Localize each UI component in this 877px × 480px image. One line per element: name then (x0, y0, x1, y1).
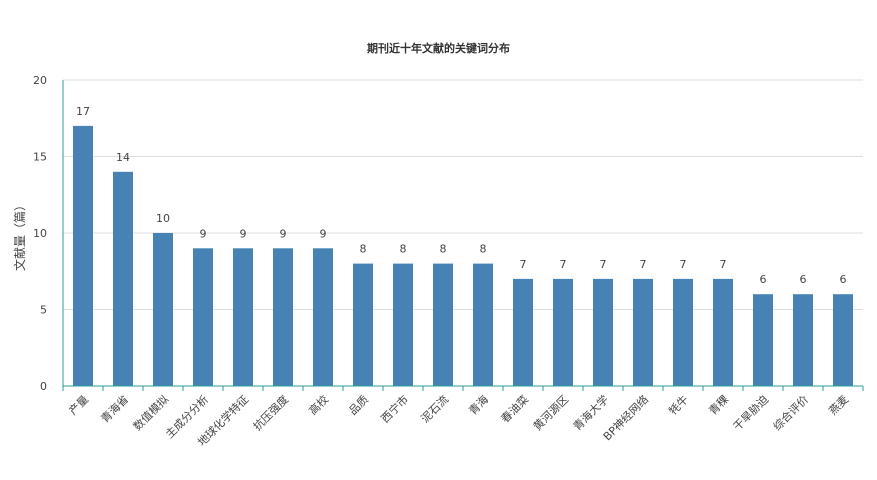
y-tick-label: 5 (40, 304, 47, 317)
data-label: 7 (560, 258, 567, 271)
y-tick-label: 15 (33, 151, 47, 164)
x-tick-label: 泥石流 (418, 392, 451, 425)
x-tick-label: 抗压强度 (250, 392, 291, 433)
data-label: 6 (800, 273, 807, 286)
grid-lines (63, 79, 863, 310)
x-tick-label: 青海大学 (570, 392, 611, 433)
bar (593, 278, 613, 386)
data-label: 7 (640, 258, 647, 271)
bar (793, 294, 813, 386)
data-label: 9 (200, 227, 207, 240)
x-tick-label: 牦牛 (666, 392, 691, 417)
data-label: 7 (680, 258, 687, 271)
bar (273, 248, 293, 386)
data-label: 8 (360, 243, 367, 256)
x-tick-label: 综合评价 (770, 392, 811, 433)
data-label: 9 (280, 227, 287, 240)
bar (193, 248, 213, 386)
chart-title: 期刊近十年文献的关键词分布 (367, 42, 510, 55)
data-label: 7 (720, 258, 727, 271)
y-axis-label: 文献量（篇） (12, 199, 27, 271)
data-label: 17 (76, 105, 90, 118)
x-tick-label: 青海 (466, 392, 491, 417)
data-label: 6 (840, 273, 847, 286)
x-tick-label: 燕麦 (826, 393, 851, 418)
bar (113, 171, 133, 386)
bar (673, 278, 693, 386)
y-tick-label: 20 (33, 74, 47, 87)
bar (153, 233, 173, 386)
bar (73, 125, 93, 387)
data-label: 8 (480, 243, 487, 256)
bar (833, 294, 853, 386)
bar (753, 294, 773, 386)
bar (313, 248, 333, 386)
bar (513, 278, 533, 386)
axes (62, 80, 864, 391)
data-label: 8 (440, 243, 447, 256)
x-tick-label: 品质 (346, 393, 371, 418)
data-label: 10 (156, 212, 170, 225)
data-label: 14 (116, 151, 130, 164)
data-label: 7 (520, 258, 527, 271)
bars (73, 125, 853, 387)
data-label: 9 (240, 227, 247, 240)
bar (393, 263, 413, 386)
bar (433, 263, 453, 386)
y-tick-label: 0 (40, 380, 47, 393)
data-label: 7 (600, 258, 607, 271)
x-tick-label: 干旱胁迫 (730, 392, 771, 433)
x-tick-label: 青海省 (98, 392, 131, 425)
x-tick-label: 高校 (306, 392, 331, 417)
x-tick-label: 黄河源区 (530, 392, 571, 433)
data-label: 9 (320, 227, 327, 240)
x-tick-label: 春油菜 (498, 392, 531, 425)
bar (713, 278, 733, 386)
bar (553, 278, 573, 386)
bar (233, 248, 253, 386)
bar (633, 278, 653, 386)
x-tick-label: 西宁市 (378, 392, 411, 425)
data-label: 6 (760, 273, 767, 286)
x-tick-label: 青稞 (706, 392, 731, 417)
y-tick-label: 10 (33, 227, 47, 240)
bar (353, 263, 373, 386)
bar (473, 263, 493, 386)
x-tick-label: 产量 (66, 392, 91, 417)
data-label: 8 (400, 243, 407, 256)
labels: 0510152017产量14青海省10数值模拟9主成分分析9地球化学特征9抗压强… (12, 74, 851, 449)
x-tick-label: 数值模拟 (130, 392, 171, 433)
